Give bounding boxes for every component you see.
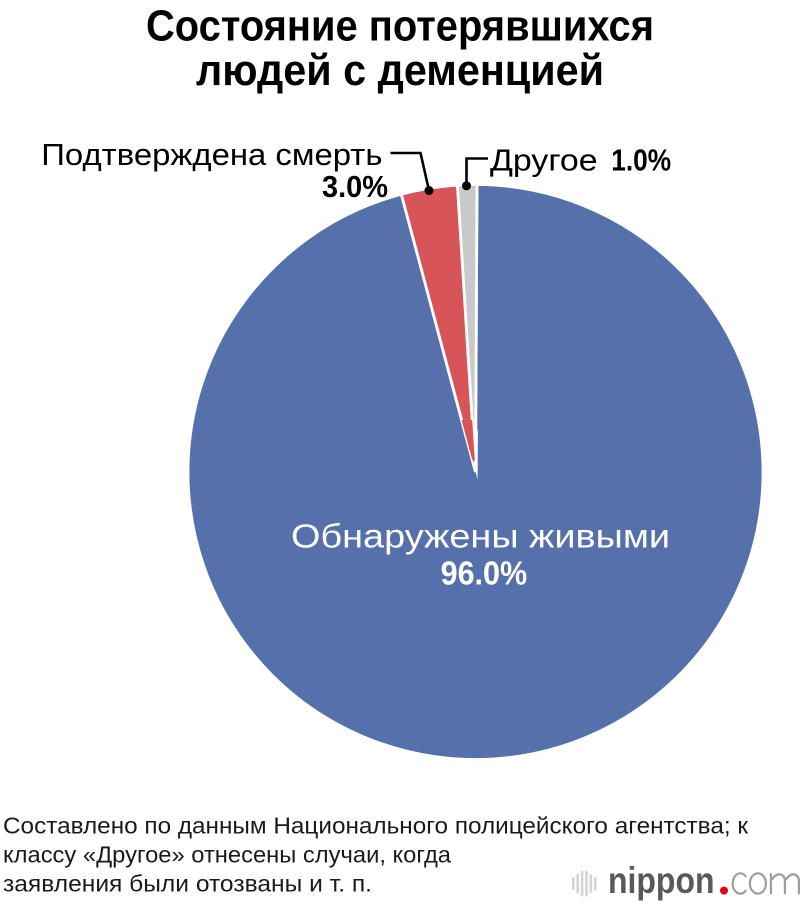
svg-text:nippon: nippon	[608, 860, 715, 901]
svg-text:людей с деменцией: людей с деменцией	[196, 47, 604, 95]
svg-text:3.0%: 3.0%	[322, 169, 388, 204]
svg-text:1.0%: 1.0%	[611, 142, 671, 177]
svg-text:96.0%: 96.0%	[441, 555, 528, 592]
svg-text:Состояние потерявшихся: Состояние потерявшихся	[146, 3, 654, 51]
svg-text:Составлено по данным Националь: Составлено по данным Национального полиц…	[3, 813, 749, 839]
svg-text:классу «Другое» отнесены случа: классу «Другое» отнесены случаи, когда	[3, 842, 451, 868]
svg-text:Подтверждена смерть: Подтверждена смерть	[41, 137, 382, 172]
svg-text:Обнаружены живыми: Обнаружены живыми	[291, 519, 670, 556]
svg-text:заявления были отозваны и т. п: заявления были отозваны и т. п.	[3, 870, 372, 896]
svg-text:Другое: Другое	[490, 142, 598, 177]
